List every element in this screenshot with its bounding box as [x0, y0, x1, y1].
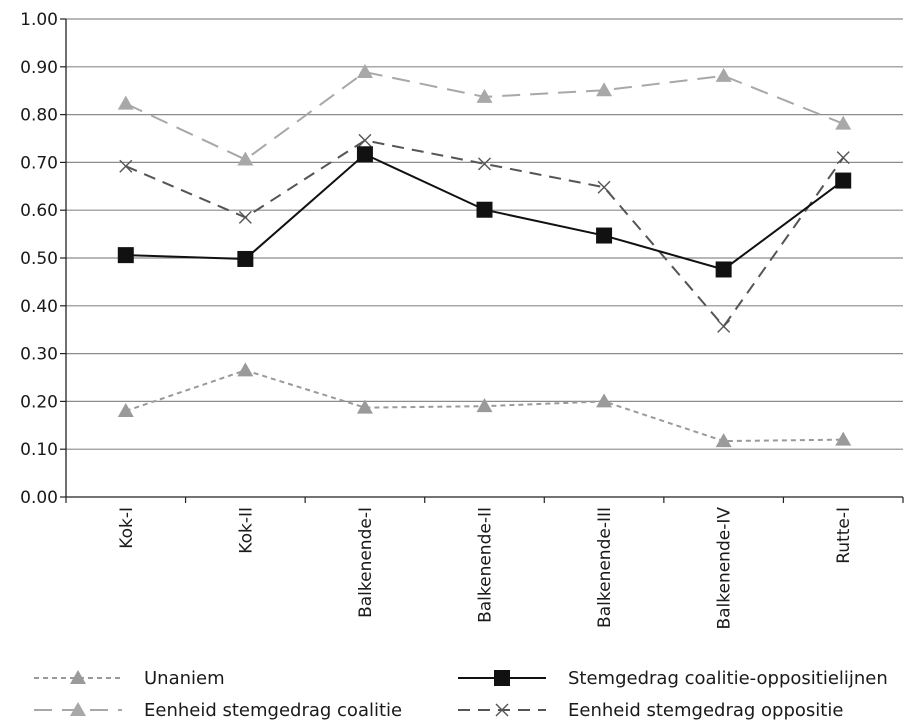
- legend-item-eenheid-oppositie: Eenheid stemgedrag oppositie: [458, 700, 843, 721]
- marker-stroke: [717, 319, 731, 333]
- data-point: [476, 398, 493, 413]
- data-point: [715, 433, 732, 448]
- axes: [60, 18, 904, 503]
- series-line: [125, 139, 845, 328]
- data-point: [356, 64, 373, 79]
- x-tick-label: Balkenende-I: [356, 507, 376, 618]
- data-point: [715, 67, 732, 82]
- x-tick-label: Balkenende-III: [595, 507, 615, 628]
- data-point: [117, 402, 134, 417]
- y-tick-label: 0.10: [20, 440, 58, 460]
- data-point: [717, 319, 731, 333]
- legend-marker: [495, 703, 509, 717]
- y-tick-label: 0.20: [20, 392, 58, 412]
- legend-marker: [70, 702, 86, 716]
- marker-stroke: [597, 180, 611, 194]
- legend-label: Unaniem: [144, 668, 225, 689]
- data-point: [596, 227, 613, 244]
- marker-stroke: [478, 157, 491, 171]
- legend-marker: [494, 670, 510, 686]
- y-tick-label: 0.50: [20, 249, 58, 269]
- x-tick-label: Rutte-I: [834, 507, 854, 564]
- y-tick-label: 0.80: [20, 106, 58, 126]
- marker-stroke: [238, 210, 252, 224]
- data-point: [238, 210, 252, 224]
- data-point: [117, 95, 134, 110]
- legend: Unaniem Stemgedrag coalitie-oppositielijn…: [34, 668, 888, 721]
- data-point: [835, 115, 852, 130]
- data-point: [715, 261, 732, 278]
- data-point: [476, 201, 493, 218]
- series-line: [125, 70, 844, 161]
- series-unaniem: [117, 362, 852, 448]
- data-point: [596, 393, 613, 408]
- legend-label: Stemgedrag coalitie-oppositielijnen: [568, 668, 888, 689]
- data-point: [835, 431, 852, 446]
- data-point: [119, 159, 133, 173]
- marker-stroke: [119, 159, 133, 173]
- legend-item-unaniem: Unaniem: [34, 668, 225, 689]
- data-series: [117, 64, 852, 448]
- x-tick-label: Kok-I: [117, 507, 137, 549]
- y-tick-label: 0.00: [20, 488, 58, 508]
- x-tick-label: Balkenende-II: [476, 507, 496, 623]
- data-point: [237, 362, 254, 377]
- marker-stroke: [358, 133, 372, 147]
- data-point: [478, 157, 491, 171]
- y-tick-label: 0.90: [20, 58, 58, 78]
- data-point: [836, 151, 850, 165]
- data-point: [117, 247, 134, 264]
- x-axis-tick-labels: Kok-I Kok-II Balkenende-I Balkenende-II Balk…: [117, 507, 854, 630]
- y-tick-label: 0.30: [20, 345, 58, 365]
- legend-item-coalitie-oppositie: Stemgedrag coalitie-oppositielijnen: [458, 668, 888, 689]
- y-tick-label: 0.40: [20, 297, 58, 317]
- y-tick-label: 0.70: [20, 153, 58, 173]
- marker-stroke: [495, 703, 509, 717]
- legend-item-eenheid-coalitie: Eenheid stemgedrag coalitie: [34, 700, 402, 721]
- legend-marker: [70, 670, 86, 684]
- data-point: [476, 88, 493, 103]
- series-eenheid-oppositie: [119, 133, 850, 333]
- data-point: [356, 146, 373, 163]
- x-tick-label: Balkenende-IV: [715, 507, 735, 630]
- legend-label: Eenheid stemgedrag coalitie: [144, 700, 402, 721]
- legend-label: Eenheid stemgedrag oppositie: [568, 700, 843, 721]
- data-point: [356, 399, 373, 414]
- y-tick-label: 0.60: [20, 201, 58, 221]
- series-coalitie-oppositie: [117, 146, 852, 278]
- y-axis-tick-labels: 0.00 0.10 0.20 0.30 0.40 0.50 0.60 0.70 0.80 0.90…: [20, 10, 58, 508]
- y-tick-label: 1.00: [20, 10, 58, 30]
- grid-lines: [66, 18, 903, 450]
- series-eenheid-coalitie: [117, 64, 852, 166]
- data-point: [597, 180, 611, 194]
- data-point: [835, 172, 852, 189]
- data-point: [237, 151, 254, 166]
- marker-stroke: [836, 151, 850, 165]
- data-point: [237, 250, 254, 267]
- x-tick-label: Kok-II: [236, 507, 256, 554]
- data-point: [596, 82, 613, 97]
- data-point: [358, 133, 372, 147]
